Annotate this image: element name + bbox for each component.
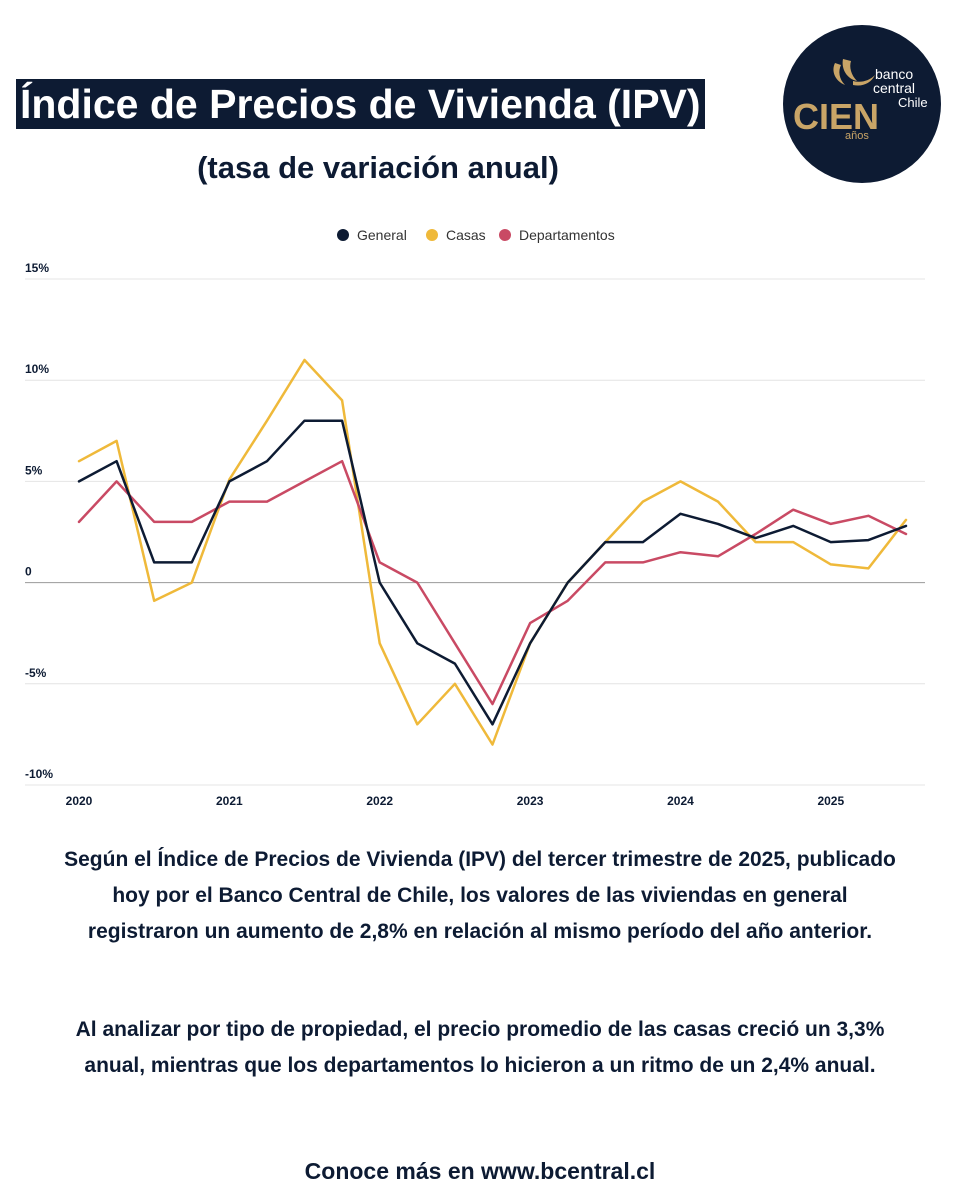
legend-marker [499, 229, 511, 241]
legend-marker [337, 229, 349, 241]
y-tick-label: 0 [25, 565, 32, 579]
legend-label: General [357, 227, 407, 243]
series-line-casas [77, 358, 908, 746]
y-tick-label: 5% [25, 463, 43, 477]
y-tick-label: -5% [25, 666, 47, 680]
x-tick-label: 2021 [216, 794, 243, 808]
logo-text-banco: banco [875, 66, 913, 82]
ipv-line-chart: General Casas Departamentos 15% 10% 5% 0 -5% -1… [25, 227, 925, 808]
chart-legend: General Casas Departamentos [337, 227, 615, 243]
title-wrap: Índice de Precios de Vivienda (IPV) [16, 79, 705, 129]
logo-text-anos: años [845, 130, 869, 142]
x-tick-label: 2022 [366, 794, 393, 808]
y-axis-ticks: 15% 10% 5% 0 -5% -10% [25, 261, 53, 781]
detail-paragraph: Al analizar por tipo de propiedad, el pr… [75, 1018, 885, 1077]
y-tick-label: 15% [25, 261, 49, 275]
x-tick-label: 2020 [66, 794, 93, 808]
logo-text-cien: CIEN [793, 96, 879, 137]
x-tick-label: 2024 [667, 794, 694, 808]
x-axis-ticks: 2020 2021 2022 2023 2024 2025 [66, 794, 845, 808]
legend-label: Casas [446, 227, 486, 243]
page-title: Índice de Precios de Vivienda (IPV) [16, 79, 705, 129]
logo-circle [783, 25, 941, 183]
logo-emblem-icon [833, 59, 875, 86]
legend-marker [426, 229, 438, 241]
summary-paragraph: Según el Índice de Precios de Vivienda (… [64, 848, 896, 943]
website-link[interactable]: Conoce más en www.bcentral.cl [304, 1158, 656, 1184]
y-tick-label: -10% [25, 767, 53, 781]
x-tick-label: 2025 [817, 794, 844, 808]
chart-grid [25, 278, 925, 786]
page-subtitle: (tasa de variación anual) [197, 150, 559, 185]
logo-text-chile: Chile [898, 95, 928, 110]
logo-text-central: central [873, 80, 915, 96]
banco-central-logo: banco central Chile CIEN años [783, 25, 941, 183]
y-tick-label: 10% [25, 362, 49, 376]
x-tick-label: 2023 [517, 794, 544, 808]
series-line-general [77, 419, 908, 726]
legend-label: Departamentos [519, 227, 615, 243]
chart-series [77, 358, 908, 746]
